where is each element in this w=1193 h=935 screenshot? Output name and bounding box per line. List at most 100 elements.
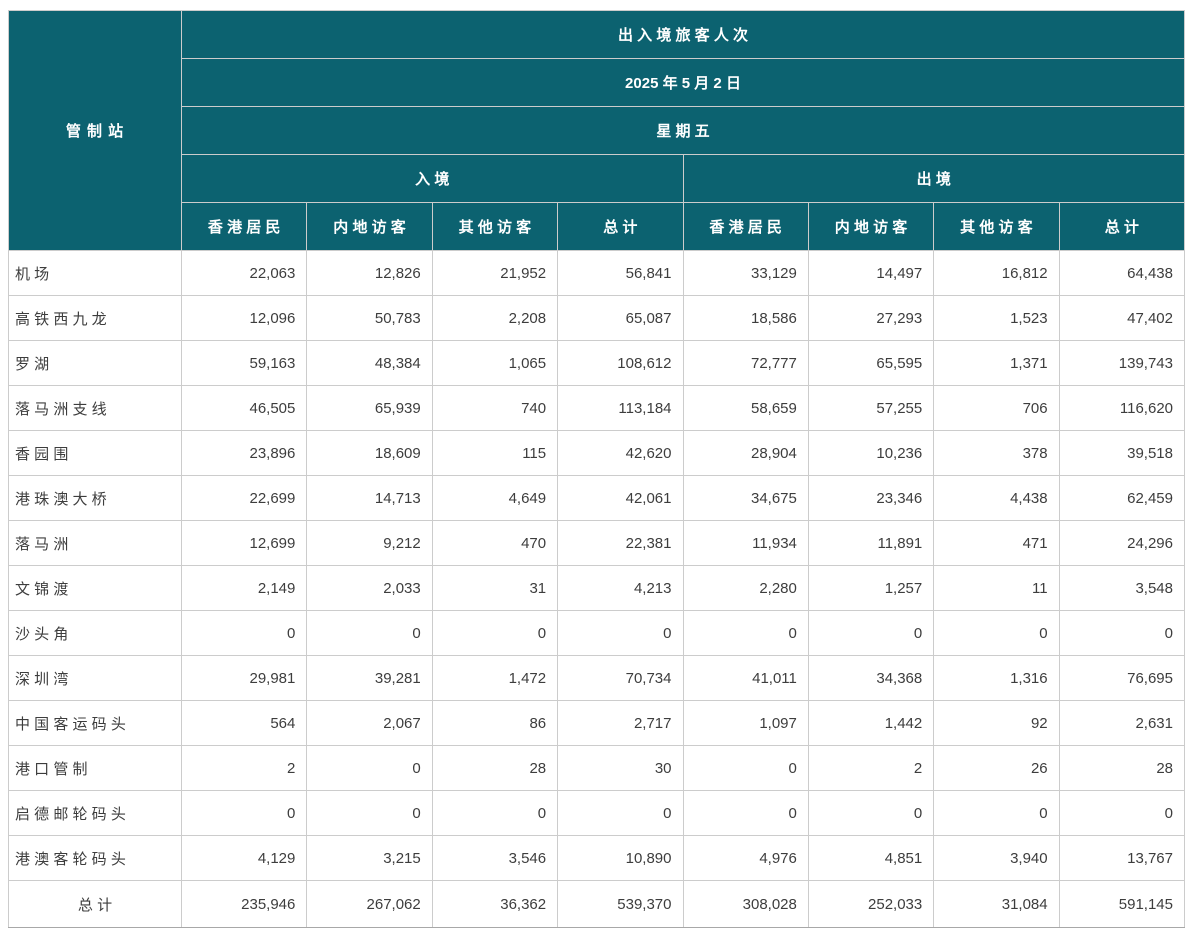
value-cell: 0 [807, 790, 935, 836]
value-cell: 59,163 [180, 340, 308, 386]
value-cell: 50,783 [306, 295, 433, 341]
value-cell: 12,699 [180, 520, 308, 566]
value-cell: 22,063 [180, 250, 308, 296]
departure-subheader-hk-residents: 香 港 居 民 [682, 202, 809, 251]
value-cell: 14,713 [306, 475, 433, 521]
value-cell: 11 [933, 565, 1060, 611]
station-label-cell: 落 马 洲 支 线 [8, 385, 182, 431]
table-body: 机 场 22,063 12,826 21,952 56,841 33,129 14,497 1… [8, 250, 1186, 881]
arrival-group-header: 入 境 [181, 154, 684, 203]
value-cell: 1,442 [807, 700, 935, 746]
value-cell: 24,296 [1058, 520, 1186, 566]
value-cell: 62,459 [1058, 475, 1186, 521]
table-footer: 总 计 235,946 267,062 36,362 539,370 308,0… [8, 880, 1186, 928]
arrival-subheader-total: 总 计 [557, 202, 684, 251]
value-cell: 4,649 [431, 475, 559, 521]
table-row: 港 口 管 制 2 0 28 30 0 2 26 28 [8, 745, 1186, 791]
value-cell: 1,065 [431, 340, 559, 386]
value-cell: 3,940 [933, 835, 1060, 881]
value-cell: 0 [431, 790, 559, 836]
value-cell: 139,743 [1058, 340, 1186, 386]
table-row: 落 马 洲 支 线 46,505 65,939 740 113,184 58,659 57,… [8, 385, 1186, 431]
subheader-row: 香 港 居 民 内 地 访 客 其 他 访 客 总 计 香 港 居 民 内 地 … [9, 202, 1186, 251]
value-cell: 0 [807, 610, 935, 656]
value-cell: 706 [933, 385, 1060, 431]
value-cell: 39,281 [306, 655, 433, 701]
title-row: 管 制 站 出 入 境 旅 客 人 次 [8, 10, 1185, 251]
station-label-cell: 罗 湖 [8, 340, 182, 386]
value-cell: 10,236 [807, 430, 935, 476]
value-cell: 11,891 [807, 520, 935, 566]
station-label-cell: 深 圳 湾 [8, 655, 182, 701]
value-cell: 18,609 [306, 430, 433, 476]
value-cell: 92 [933, 700, 1060, 746]
value-cell: 0 [180, 610, 308, 656]
value-cell: 23,896 [180, 430, 308, 476]
departure-subheader-mainland-visitors: 内 地 访 客 [807, 202, 935, 251]
table-row: 文 锦 渡 2,149 2,033 31 4,213 2,280 1,257 11 3,548 [8, 565, 1186, 611]
value-cell: 28 [431, 745, 559, 791]
table-row: 香 园 围 23,896 18,609 115 42,620 28,904 10,236 37… [8, 430, 1186, 476]
value-cell: 42,620 [557, 430, 684, 476]
value-cell: 0 [933, 610, 1060, 656]
arrival-subheader-hk-residents: 香 港 居 民 [180, 202, 308, 251]
total-value-cell: 252,033 [807, 880, 935, 928]
value-cell: 12,826 [306, 250, 433, 296]
value-cell: 0 [306, 745, 433, 791]
table-row: 罗 湖 59,163 48,384 1,065 108,612 72,777 65,595 1… [8, 340, 1186, 386]
value-cell: 48,384 [306, 340, 433, 386]
total-value-cell: 591,145 [1058, 880, 1186, 928]
value-cell: 0 [682, 610, 809, 656]
value-cell: 34,675 [682, 475, 809, 521]
departure-subheader-total: 总 计 [1058, 202, 1186, 251]
value-cell: 31 [431, 565, 559, 611]
station-label-cell: 高 铁 西 九 龙 [8, 295, 182, 341]
value-cell: 3,215 [306, 835, 433, 881]
value-cell: 2,280 [682, 565, 809, 611]
value-cell: 9,212 [306, 520, 433, 566]
value-cell: 10,890 [557, 835, 684, 881]
value-cell: 11,934 [682, 520, 809, 566]
station-label-cell: 中 国 客 运 码 头 [8, 700, 182, 746]
value-cell: 0 [1058, 790, 1186, 836]
value-cell: 65,595 [807, 340, 935, 386]
station-label-cell: 落 马 洲 [8, 520, 182, 566]
total-label-cell: 总 计 [8, 880, 182, 928]
station-label-cell: 香 园 围 [8, 430, 182, 476]
value-cell: 4,213 [557, 565, 684, 611]
value-cell: 70,734 [557, 655, 684, 701]
departure-group-header: 出 境 [682, 154, 1185, 203]
value-cell: 2 [180, 745, 308, 791]
station-label-cell: 港 口 管 制 [8, 745, 182, 791]
value-cell: 0 [933, 790, 1060, 836]
value-cell: 56,841 [557, 250, 684, 296]
value-cell: 1,472 [431, 655, 559, 701]
table-header: 管 制 站 出 入 境 旅 客 人 次 2025 年 5 月 2 日 星 期 五… [8, 10, 1186, 251]
value-cell: 30 [557, 745, 684, 791]
value-cell: 0 [180, 790, 308, 836]
date-row: 2025 年 5 月 2 日 [9, 58, 1185, 107]
direction-row: 入 境 出 境 [9, 154, 1185, 203]
total-value-cell: 308,028 [682, 880, 809, 928]
value-cell: 0 [682, 745, 809, 791]
value-cell: 2,208 [431, 295, 559, 341]
value-cell: 2 [807, 745, 935, 791]
value-cell: 2,717 [557, 700, 684, 746]
weekday-cell: 星 期 五 [181, 106, 1185, 155]
value-cell: 57,255 [807, 385, 935, 431]
station-label-cell: 启 德 邮 轮 码 头 [8, 790, 182, 836]
station-label-cell: 机 场 [8, 250, 182, 296]
value-cell: 0 [682, 790, 809, 836]
table-row: 机 场 22,063 12,826 21,952 56,841 33,129 14,497 1… [8, 250, 1186, 296]
total-value-cell: 36,362 [431, 880, 559, 928]
value-cell: 64,438 [1058, 250, 1186, 296]
value-cell: 72,777 [682, 340, 809, 386]
departure-subheader-other-visitors: 其 他 访 客 [933, 202, 1060, 251]
arrival-subheader-other-visitors: 其 他 访 客 [431, 202, 559, 251]
value-cell: 4,129 [180, 835, 308, 881]
value-cell: 2,067 [306, 700, 433, 746]
value-cell: 58,659 [682, 385, 809, 431]
arrival-subheader-mainland-visitors: 内 地 访 客 [306, 202, 433, 251]
value-cell: 3,546 [431, 835, 559, 881]
